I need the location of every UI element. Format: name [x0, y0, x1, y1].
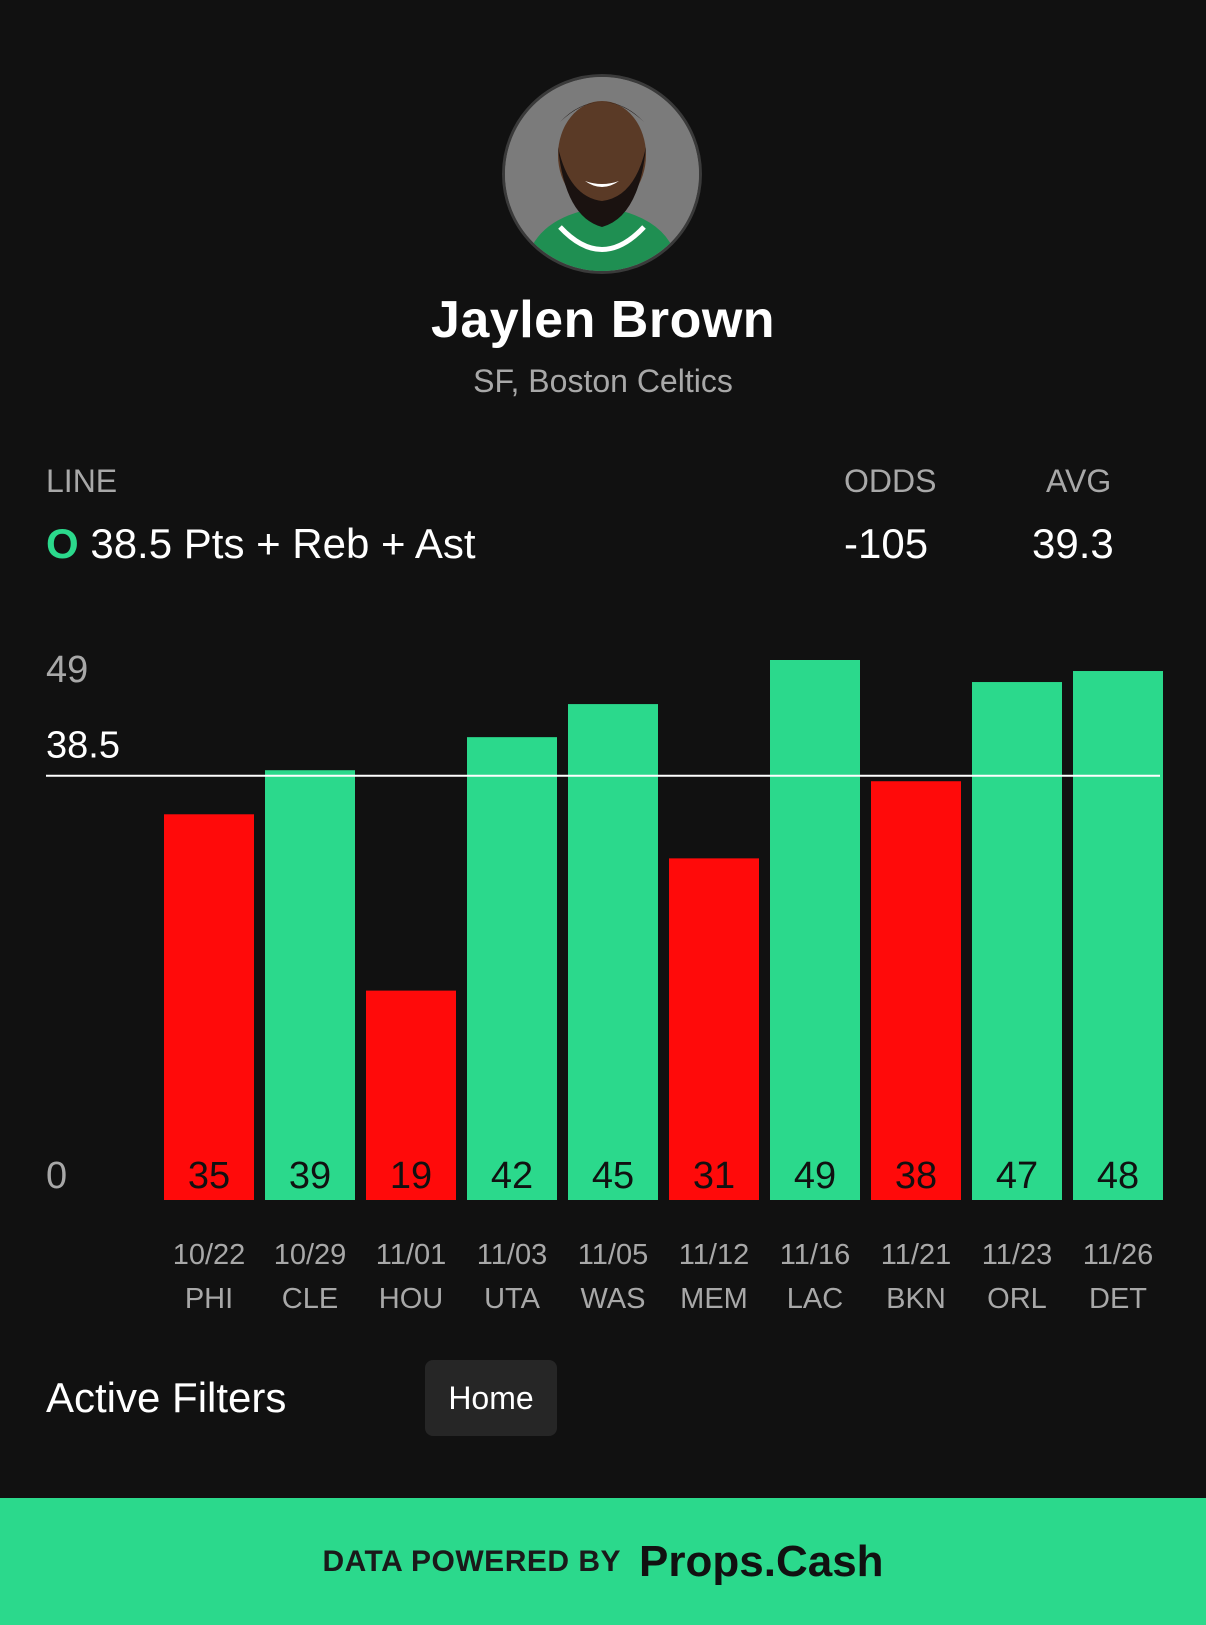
x-tick-opponent: ORL	[987, 1283, 1047, 1310]
x-tick-date: 11/01	[376, 1239, 446, 1271]
player-avatar	[502, 74, 702, 274]
footer-label: DATA POWERED BY	[322, 1544, 622, 1578]
bar-value-label: 42	[491, 1155, 533, 1197]
line-text: 38.5 Pts + Reb + Ast	[90, 520, 476, 567]
bar-lac	[770, 660, 860, 1200]
x-tick-date: 11/05	[578, 1239, 648, 1271]
y-tick-label-max: 49	[46, 649, 88, 691]
bar-phi	[164, 814, 254, 1200]
bar-value-label: 45	[592, 1155, 634, 1197]
x-tick-date: 10/29	[274, 1239, 347, 1271]
x-tick-date: 11/16	[780, 1239, 850, 1271]
x-tick-date: 11/12	[679, 1239, 749, 1271]
y-tick-label-zero: 0	[46, 1155, 67, 1197]
line-label: LINE	[46, 463, 118, 499]
bar-hou	[366, 990, 456, 1200]
x-tick-date: 10/22	[173, 1239, 246, 1271]
bar-mem	[669, 858, 759, 1200]
x-tick-opponent: BKN	[886, 1283, 946, 1310]
x-tick-opponent: UTA	[484, 1283, 541, 1310]
odds-value: -105	[844, 520, 929, 567]
bar-uta	[467, 737, 557, 1200]
bar-cle	[265, 770, 355, 1200]
bar-was	[568, 704, 658, 1200]
x-tick-opponent: HOU	[379, 1283, 443, 1310]
x-tick-date: 11/23	[982, 1239, 1052, 1271]
bar-value-label: 38	[895, 1155, 937, 1197]
player-team: SF, Boston Celtics	[473, 363, 733, 399]
footer-banner[interactable]: DATA POWERED BY Props.Cash	[0, 1498, 1206, 1625]
odds-label: ODDS	[844, 463, 937, 499]
x-tick-date: 11/21	[881, 1239, 951, 1271]
footer-brand-logo: Props.Cash	[639, 1536, 884, 1586]
bar-value-label: 19	[390, 1155, 432, 1197]
bar-orl	[972, 682, 1062, 1200]
x-tick-opponent: CLE	[282, 1283, 338, 1310]
over-under-indicator: O	[46, 520, 79, 567]
active-filters-title: Active Filters	[46, 1374, 287, 1421]
player-name: Jaylen Brown	[430, 291, 776, 349]
bar-value-label: 31	[693, 1155, 735, 1197]
filter-chip-home[interactable]: Home	[425, 1360, 557, 1436]
bar-value-label: 39	[289, 1155, 331, 1197]
player-photo	[505, 77, 699, 271]
x-tick-opponent: WAS	[581, 1283, 646, 1310]
avg-value: 39.3	[1032, 520, 1114, 567]
bar-value-label: 49	[794, 1155, 836, 1197]
line-value: O 38.5 Pts + Reb + Ast	[46, 520, 476, 568]
x-tick-opponent: MEM	[680, 1283, 748, 1310]
x-tick-date: 11/26	[1083, 1239, 1153, 1271]
avg-label: AVG	[1046, 463, 1112, 499]
game-log-chart: 49 38.5 0 35 10/22 PHI 39 10/29 CLE 19 11/01 HOU 42 1…	[46, 649, 1163, 1310]
bar-bkn	[871, 781, 961, 1200]
x-tick-opponent: PHI	[185, 1283, 233, 1310]
x-tick-date: 11/03	[477, 1239, 547, 1271]
bar-value-label: 35	[188, 1155, 230, 1197]
bar-det	[1073, 671, 1163, 1200]
x-tick-opponent: DET	[1089, 1283, 1147, 1310]
bar-value-label: 47	[996, 1155, 1038, 1197]
x-tick-opponent: LAC	[787, 1283, 843, 1310]
bar-value-label: 48	[1097, 1155, 1139, 1197]
y-tick-label-line: 38.5	[46, 725, 120, 767]
